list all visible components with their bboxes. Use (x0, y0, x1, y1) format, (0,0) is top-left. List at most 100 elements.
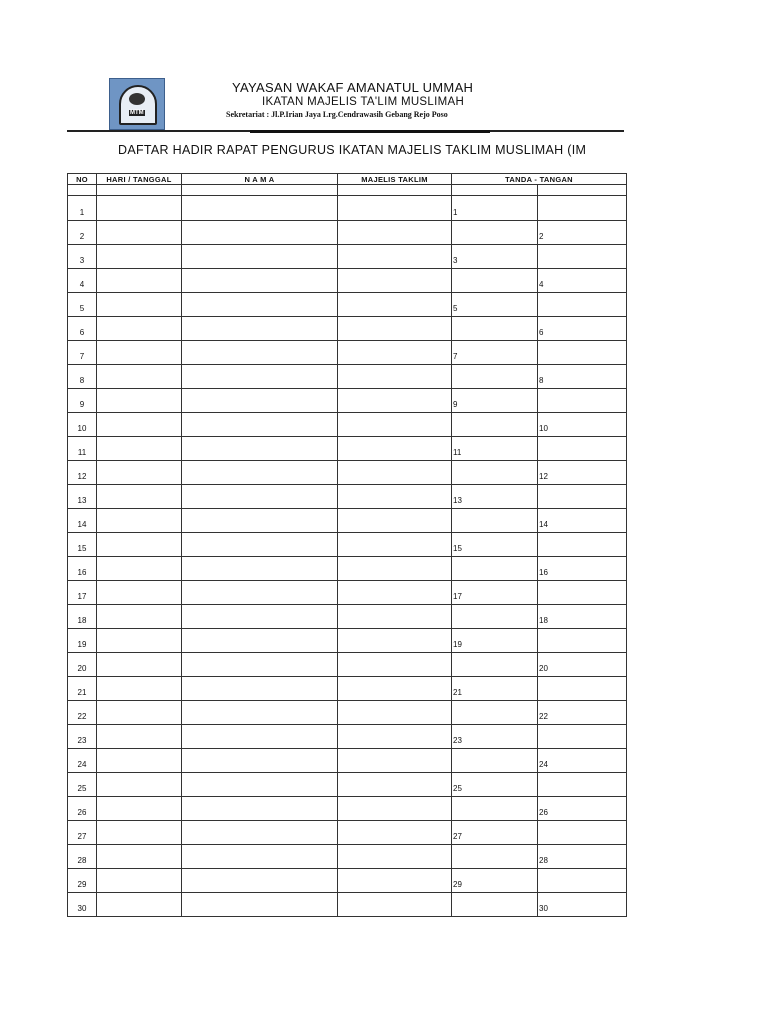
date-cell[interactable] (96, 316, 182, 341)
name-cell[interactable] (181, 244, 338, 269)
signature-cell-right[interactable] (537, 820, 627, 845)
signature-cell-right[interactable]: 24 (537, 748, 627, 773)
signature-cell-left[interactable] (451, 460, 538, 485)
majelis-cell[interactable] (337, 796, 452, 821)
signature-cell-left[interactable] (451, 700, 538, 725)
date-cell[interactable] (96, 820, 182, 845)
signature-cell-right[interactable] (537, 676, 627, 701)
date-cell[interactable] (96, 868, 182, 893)
majelis-cell[interactable] (337, 292, 452, 317)
majelis-cell[interactable] (337, 892, 452, 917)
date-cell[interactable] (96, 604, 182, 629)
signature-cell-left[interactable]: 13 (451, 484, 538, 509)
signature-cell-right[interactable] (537, 484, 627, 509)
signature-cell-left[interactable]: 9 (451, 388, 538, 413)
signature-cell-left[interactable] (451, 604, 538, 629)
date-cell[interactable] (96, 340, 182, 365)
date-cell[interactable] (96, 364, 182, 389)
signature-cell-left[interactable]: 7 (451, 340, 538, 365)
signature-cell-left[interactable]: 5 (451, 292, 538, 317)
date-cell[interactable] (96, 724, 182, 749)
signature-cell-right[interactable] (537, 532, 627, 557)
signature-cell-right[interactable]: 14 (537, 508, 627, 533)
majelis-cell[interactable] (337, 508, 452, 533)
signature-cell-right[interactable] (537, 628, 627, 653)
name-cell[interactable] (181, 460, 338, 485)
signature-cell-left[interactable]: 29 (451, 868, 538, 893)
majelis-cell[interactable] (337, 412, 452, 437)
name-cell[interactable] (181, 436, 338, 461)
signature-cell-left[interactable]: 17 (451, 580, 538, 605)
signature-cell-left[interactable] (451, 652, 538, 677)
name-cell[interactable] (181, 316, 338, 341)
signature-cell-right[interactable] (537, 388, 627, 413)
signature-cell-left[interactable]: 25 (451, 772, 538, 797)
signature-cell-right[interactable] (537, 868, 627, 893)
name-cell[interactable] (181, 604, 338, 629)
name-cell[interactable] (181, 748, 338, 773)
name-cell[interactable] (181, 268, 338, 293)
majelis-cell[interactable] (337, 580, 452, 605)
majelis-cell[interactable] (337, 700, 452, 725)
majelis-cell[interactable] (337, 604, 452, 629)
signature-cell-right[interactable] (537, 772, 627, 797)
majelis-cell[interactable] (337, 244, 452, 269)
signature-cell-left[interactable] (451, 748, 538, 773)
date-cell[interactable] (96, 292, 182, 317)
date-cell[interactable] (96, 484, 182, 509)
date-cell[interactable] (96, 508, 182, 533)
date-cell[interactable] (96, 412, 182, 437)
signature-cell-left[interactable] (451, 508, 538, 533)
majelis-cell[interactable] (337, 820, 452, 845)
name-cell[interactable] (181, 724, 338, 749)
name-cell[interactable] (181, 484, 338, 509)
majelis-cell[interactable] (337, 724, 452, 749)
signature-cell-right[interactable] (537, 340, 627, 365)
name-cell[interactable] (181, 292, 338, 317)
name-cell[interactable] (181, 868, 338, 893)
signature-cell-right[interactable]: 4 (537, 268, 627, 293)
date-cell[interactable] (96, 748, 182, 773)
majelis-cell[interactable] (337, 676, 452, 701)
signature-cell-left[interactable] (451, 796, 538, 821)
signature-cell-right[interactable] (537, 580, 627, 605)
date-cell[interactable] (96, 676, 182, 701)
name-cell[interactable] (181, 220, 338, 245)
signature-cell-left[interactable] (451, 892, 538, 917)
date-cell[interactable] (96, 772, 182, 797)
majelis-cell[interactable] (337, 316, 452, 341)
majelis-cell[interactable] (337, 436, 452, 461)
majelis-cell[interactable] (337, 460, 452, 485)
date-cell[interactable] (96, 628, 182, 653)
date-cell[interactable] (96, 556, 182, 581)
name-cell[interactable] (181, 652, 338, 677)
majelis-cell[interactable] (337, 340, 452, 365)
majelis-cell[interactable] (337, 195, 452, 221)
name-cell[interactable] (181, 532, 338, 557)
signature-cell-left[interactable]: 21 (451, 676, 538, 701)
signature-cell-right[interactable]: 12 (537, 460, 627, 485)
signature-cell-right[interactable]: 8 (537, 364, 627, 389)
name-cell[interactable] (181, 195, 338, 221)
signature-cell-right[interactable] (537, 195, 627, 221)
signature-cell-left[interactable]: 19 (451, 628, 538, 653)
signature-cell-right[interactable]: 30 (537, 892, 627, 917)
date-cell[interactable] (96, 844, 182, 869)
date-cell[interactable] (96, 244, 182, 269)
signature-cell-right[interactable] (537, 244, 627, 269)
date-cell[interactable] (96, 195, 182, 221)
date-cell[interactable] (96, 460, 182, 485)
signature-cell-right[interactable]: 2 (537, 220, 627, 245)
name-cell[interactable] (181, 412, 338, 437)
name-cell[interactable] (181, 676, 338, 701)
name-cell[interactable] (181, 388, 338, 413)
majelis-cell[interactable] (337, 364, 452, 389)
name-cell[interactable] (181, 892, 338, 917)
date-cell[interactable] (96, 532, 182, 557)
date-cell[interactable] (96, 796, 182, 821)
signature-cell-left[interactable] (451, 268, 538, 293)
name-cell[interactable] (181, 556, 338, 581)
name-cell[interactable] (181, 820, 338, 845)
majelis-cell[interactable] (337, 220, 452, 245)
signature-cell-left[interactable]: 15 (451, 532, 538, 557)
